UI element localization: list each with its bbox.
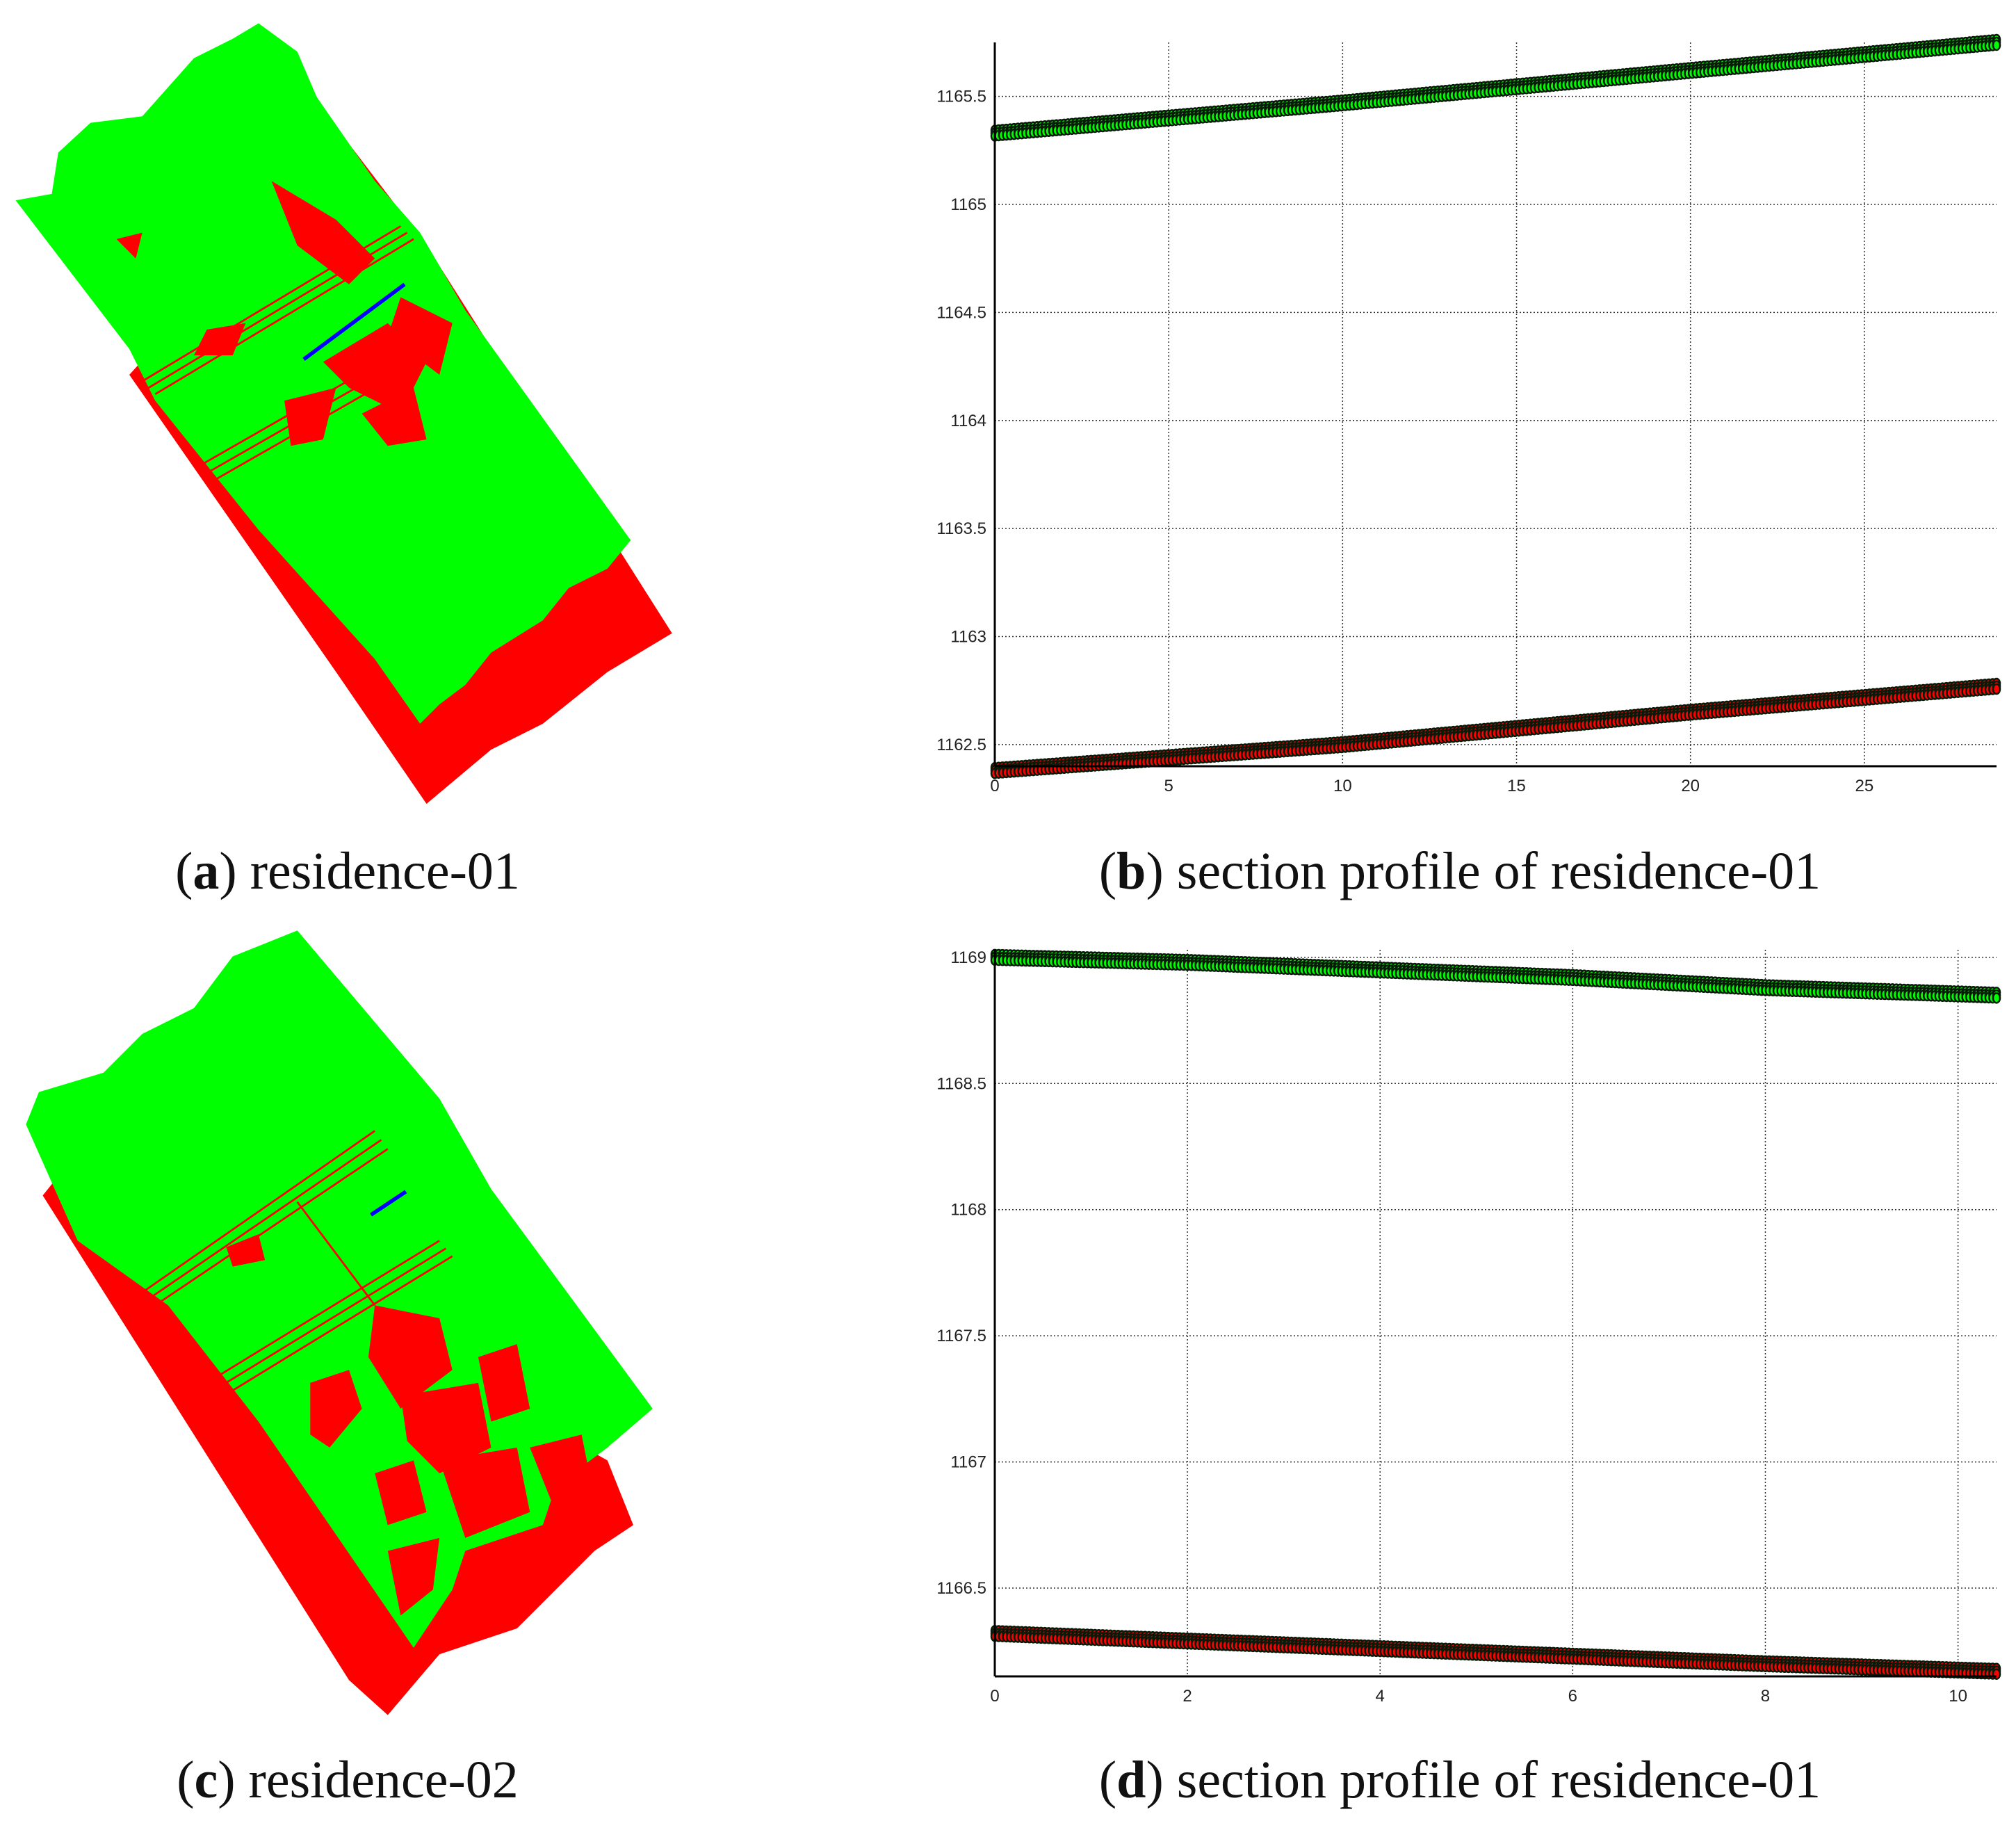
caption-d: (d) section profile of residence-01 xyxy=(1098,1751,1821,1809)
non-ground-lines xyxy=(141,1130,453,1400)
y-tick-label: 1167.5 xyxy=(936,1327,986,1345)
x-tick-label: 2 xyxy=(1182,1687,1192,1706)
data-point xyxy=(1992,39,2001,51)
y-tick-label: 1168 xyxy=(950,1201,986,1220)
caption-a: (a) residence-01 xyxy=(175,842,520,900)
x-tick-label: 0 xyxy=(990,1687,999,1706)
x-tick-label: 20 xyxy=(1681,777,1700,795)
y-tick-label: 1162.5 xyxy=(936,736,986,754)
chart-svg: 1162.5 1163 1163.5 1164 1164.5 1165 1165.5 0 5 10… xyxy=(936,33,2001,795)
y-tick-label: 1167 xyxy=(950,1453,986,1472)
x-tick-label: 6 xyxy=(1568,1687,1577,1706)
x-tick-label: 10 xyxy=(1949,1687,1967,1706)
point-cloud-residence-02 xyxy=(26,930,653,1715)
x-tick-label: 10 xyxy=(1333,777,1352,795)
section-line xyxy=(302,282,406,361)
data-point xyxy=(1992,992,2001,1004)
point-cloud-residence-01 xyxy=(15,23,672,804)
y-tick-label: 1166.5 xyxy=(936,1579,986,1598)
y-tick-label: 1163 xyxy=(950,628,986,647)
data-point xyxy=(1992,1668,2001,1680)
y-tick-label: 1168.5 xyxy=(936,1074,986,1093)
chart-svg: 1166.5 1167 1167.5 1168 1168.5 1169 0 2 4 6 8 10 xyxy=(936,948,2001,1706)
series-points xyxy=(990,677,2001,779)
series-points xyxy=(990,33,2001,142)
section-profile-chart-d: 1166.5 1167 1167.5 1168 1168.5 1169 0 2 4 6 8 10 xyxy=(936,948,2001,1706)
series-points xyxy=(990,948,2001,1004)
y-tick-label: 1165 xyxy=(950,195,986,214)
y-tick-label: 1169 xyxy=(950,948,986,967)
x-tick-label: 8 xyxy=(1761,1687,1770,1706)
non-ground-lines xyxy=(141,225,440,482)
section-profile-chart-b: 1162.5 1163 1163.5 1164 1164.5 1165 1165.5 0 5 10… xyxy=(936,33,2001,795)
ground-points xyxy=(15,23,631,724)
non-ground-speckles xyxy=(226,1234,595,1616)
y-tick-label: 1165.5 xyxy=(936,88,986,106)
y-tick-label: 1163.5 xyxy=(936,519,986,538)
data-point xyxy=(1992,683,2001,695)
y-tick-label: 1164 xyxy=(950,412,986,430)
x-tick-label: 0 xyxy=(990,777,999,795)
series-points xyxy=(990,1625,2001,1680)
x-tick-label: 15 xyxy=(1507,777,1526,795)
x-tick-label: 25 xyxy=(1855,777,1874,795)
section-line xyxy=(370,1190,407,1217)
y-tick-label: 1164.5 xyxy=(936,303,986,322)
caption-b: (b) section profile of residence-01 xyxy=(1098,842,1821,900)
x-tick-label: 5 xyxy=(1164,777,1173,795)
non-ground-speckles xyxy=(116,181,453,446)
x-tick-label: 4 xyxy=(1376,1687,1385,1706)
caption-c: (c) residence-02 xyxy=(177,1751,519,1809)
